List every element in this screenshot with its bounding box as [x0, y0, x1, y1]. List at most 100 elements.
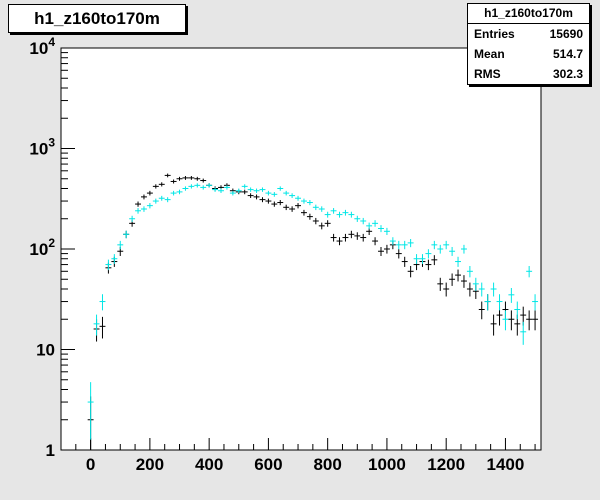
x-tick-label: 200 — [136, 455, 164, 474]
data-point — [461, 275, 467, 288]
data-point — [336, 211, 343, 218]
data-point — [158, 195, 165, 201]
data-point — [395, 249, 402, 259]
data-point — [235, 188, 242, 194]
data-point — [526, 310, 533, 331]
data-point — [407, 239, 414, 248]
data-point — [200, 178, 207, 183]
data-point — [425, 249, 432, 259]
data-point — [135, 208, 141, 214]
stats-row-entries: Entries 15690 — [468, 24, 589, 44]
data-point — [182, 186, 189, 191]
data-point — [206, 183, 213, 188]
data-point — [348, 211, 355, 218]
stats-label: RMS — [474, 67, 501, 81]
data-point — [265, 198, 272, 204]
data-point — [466, 282, 473, 297]
data-point — [354, 215, 361, 222]
stats-value: 514.7 — [552, 47, 583, 61]
data-point — [348, 230, 355, 239]
data-point — [449, 273, 456, 286]
data-point — [152, 198, 159, 204]
data-point — [146, 203, 153, 209]
data-point — [383, 227, 390, 236]
data-point — [176, 189, 183, 195]
data-point — [241, 184, 248, 189]
data-point — [271, 192, 278, 197]
data-point — [455, 256, 461, 267]
data-point — [277, 186, 284, 191]
stats-row-rms: RMS 302.3 — [468, 64, 589, 84]
data-point — [389, 237, 396, 246]
data-point — [129, 215, 136, 222]
data-point — [372, 220, 379, 227]
data-point — [318, 206, 325, 212]
data-point — [532, 294, 539, 311]
data-point — [526, 265, 533, 278]
data-point — [413, 254, 420, 264]
data-point — [295, 203, 301, 209]
data-point — [496, 294, 503, 311]
data-point — [289, 193, 296, 199]
data-point — [455, 269, 461, 282]
data-point — [265, 190, 272, 196]
data-point — [135, 201, 141, 207]
data-point — [431, 255, 438, 266]
stats-title: h1_z160to170m — [468, 4, 589, 24]
data-point — [472, 277, 479, 291]
data-point — [301, 209, 307, 216]
data-point — [141, 194, 147, 200]
stats-label: Mean — [474, 47, 505, 61]
data-point — [259, 197, 266, 203]
data-point — [99, 294, 106, 311]
data-point — [182, 175, 189, 180]
data-point — [141, 206, 147, 212]
data-point — [431, 240, 438, 250]
data-point — [466, 265, 473, 278]
x-tick-label: 1400 — [487, 455, 525, 474]
stats-value: 302.3 — [552, 67, 583, 81]
data-point — [520, 321, 527, 345]
data-point — [401, 256, 408, 267]
data-point — [277, 200, 284, 206]
data-point — [378, 225, 384, 233]
data-point — [383, 244, 390, 254]
data-point — [194, 176, 201, 181]
data-point — [87, 382, 94, 440]
data-point — [176, 176, 183, 181]
data-point — [200, 185, 207, 190]
data-point — [295, 195, 301, 201]
data-point — [146, 190, 153, 196]
data-point — [194, 183, 201, 188]
data-point — [419, 254, 426, 264]
data-point — [170, 190, 177, 196]
data-point — [443, 282, 450, 297]
data-point — [342, 233, 349, 242]
data-point — [443, 240, 450, 250]
data-point — [312, 204, 319, 211]
data-point — [123, 230, 130, 239]
data-point — [164, 197, 171, 203]
y-axis: 1 10 102 103 104 — [29, 35, 75, 460]
data-point — [105, 259, 112, 271]
y-tick-label: 104 — [29, 35, 55, 58]
data-point — [425, 259, 432, 271]
data-point — [301, 198, 307, 204]
y-tick-label: 1 — [46, 441, 55, 460]
y-tick-label: 103 — [29, 136, 55, 159]
data-point — [93, 314, 100, 336]
data-point — [401, 240, 408, 250]
data-point — [223, 185, 230, 190]
data-point — [378, 246, 384, 256]
data-point — [259, 187, 266, 192]
data-point — [490, 282, 497, 297]
x-tick-label: 1000 — [368, 455, 406, 474]
x-tick-label: 0 — [86, 455, 95, 474]
data-point — [354, 232, 361, 240]
data-point — [395, 240, 402, 250]
data-point — [312, 217, 319, 225]
data-point — [318, 222, 325, 230]
stats-row-mean: Mean 514.7 — [468, 44, 589, 64]
data-point — [324, 220, 331, 227]
